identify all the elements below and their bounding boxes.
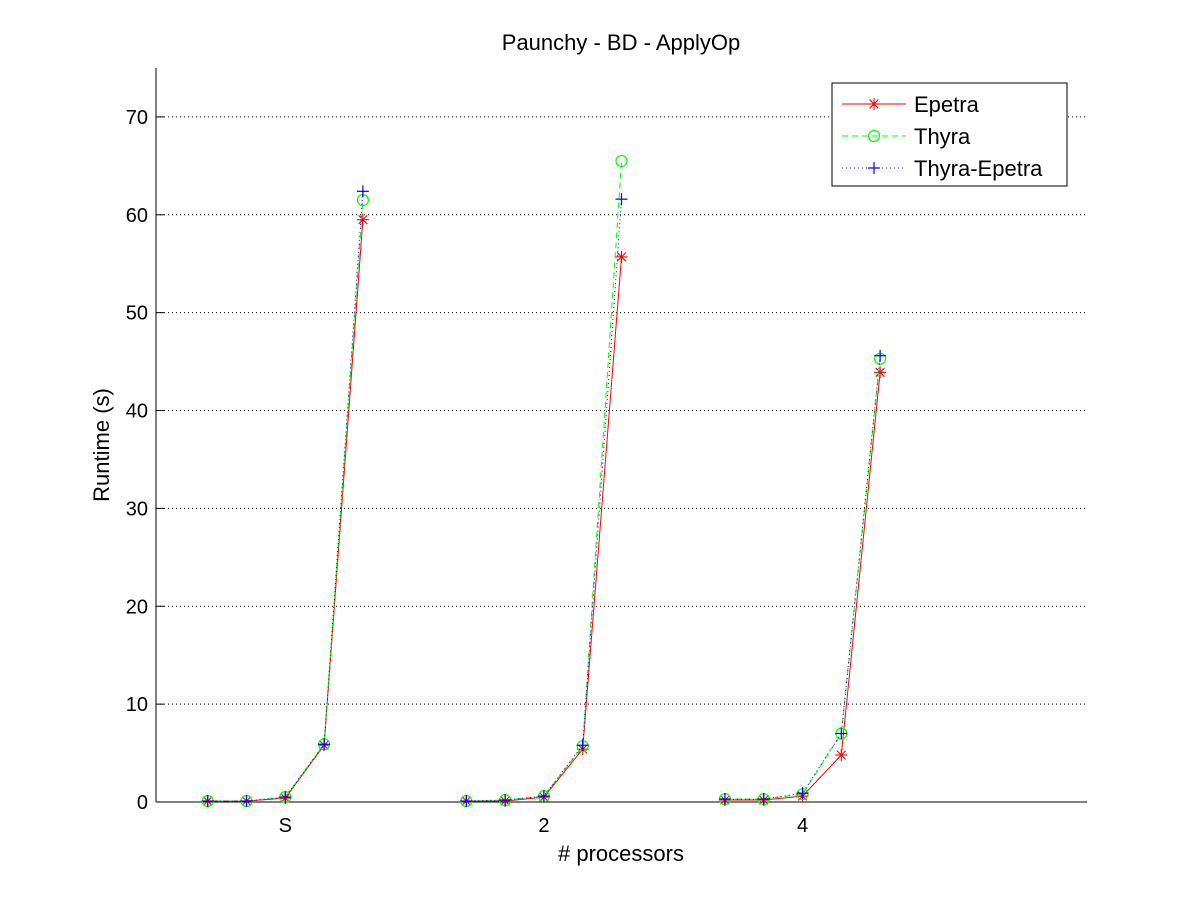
marker-shape bbox=[867, 129, 881, 143]
x-tick-label-2: 2 bbox=[538, 815, 549, 837]
marker-shape bbox=[836, 750, 847, 760]
data-point bbox=[240, 795, 253, 808]
x-axis-label: # processors bbox=[558, 841, 684, 866]
y-axis-label: Runtime (s) bbox=[89, 388, 114, 502]
y-tick-label-40: 40 bbox=[126, 401, 148, 423]
data-point bbox=[499, 794, 512, 807]
data-point bbox=[356, 185, 369, 198]
data-point bbox=[537, 790, 550, 803]
data-point bbox=[835, 727, 848, 740]
data-point bbox=[201, 795, 214, 808]
series-line-thyra-epetra-group-S bbox=[207, 191, 364, 802]
x-tick-label-S: S bbox=[279, 815, 292, 837]
marker-shape bbox=[615, 154, 628, 168]
marker-shape bbox=[875, 367, 885, 378]
marker-shape bbox=[616, 252, 627, 262]
data-point bbox=[718, 793, 731, 806]
marker-shape bbox=[358, 214, 368, 225]
data-point bbox=[615, 193, 628, 206]
data-point bbox=[835, 749, 848, 762]
data-point bbox=[874, 366, 887, 379]
data-point bbox=[615, 154, 628, 168]
legend-marker bbox=[868, 162, 880, 174]
marker-shape bbox=[869, 99, 879, 109]
y-tick-label-10: 10 bbox=[126, 694, 148, 716]
data-point bbox=[796, 787, 809, 800]
legend-entry-epetra: Epetra bbox=[842, 92, 980, 117]
y-tick-label-60: 60 bbox=[126, 205, 148, 227]
legend-entry-thyra: Thyra bbox=[842, 124, 971, 149]
legend-marker bbox=[868, 98, 880, 110]
y-tick-label-30: 30 bbox=[126, 498, 148, 520]
data-point bbox=[757, 793, 770, 806]
y-tick-label-50: 50 bbox=[126, 303, 148, 325]
series-line-thyra-epetra-group-2 bbox=[466, 199, 622, 802]
y-tick-label-20: 20 bbox=[126, 596, 148, 618]
legend: Epetra Thyra Thyra-Epetra bbox=[831, 82, 1068, 187]
series-line-thyra-group-2 bbox=[466, 160, 622, 802]
legend-label: Epetra bbox=[914, 92, 980, 117]
data-point bbox=[279, 791, 292, 804]
series-line-thyra-group-4 bbox=[724, 358, 881, 800]
data-point bbox=[576, 739, 589, 752]
legend-marker bbox=[867, 129, 881, 143]
chart-title: Paunchy - BD - ApplyOp bbox=[502, 30, 740, 55]
data-point bbox=[356, 213, 369, 226]
axes-layer: 0 10 20 30 40 50 60 70 S 2 4 bbox=[126, 68, 1087, 837]
legend-entry-thyra-epetra: Thyra-Epetra bbox=[842, 156, 1043, 181]
data-point bbox=[318, 738, 331, 751]
legend-label: Thyra-Epetra bbox=[914, 156, 1043, 181]
y-tick-label-0: 0 bbox=[137, 792, 148, 814]
data-point bbox=[460, 795, 473, 808]
x-tick-label-4: 4 bbox=[797, 815, 808, 837]
y-tick-label-70: 70 bbox=[126, 107, 148, 129]
data-point bbox=[615, 250, 628, 263]
legend-box bbox=[831, 82, 1068, 187]
series-line-thyra-group-S bbox=[207, 200, 364, 802]
data-point bbox=[874, 349, 887, 362]
series-layer bbox=[201, 154, 887, 808]
series-thyra-epetra bbox=[201, 185, 887, 808]
legend-label: Thyra bbox=[914, 124, 971, 149]
